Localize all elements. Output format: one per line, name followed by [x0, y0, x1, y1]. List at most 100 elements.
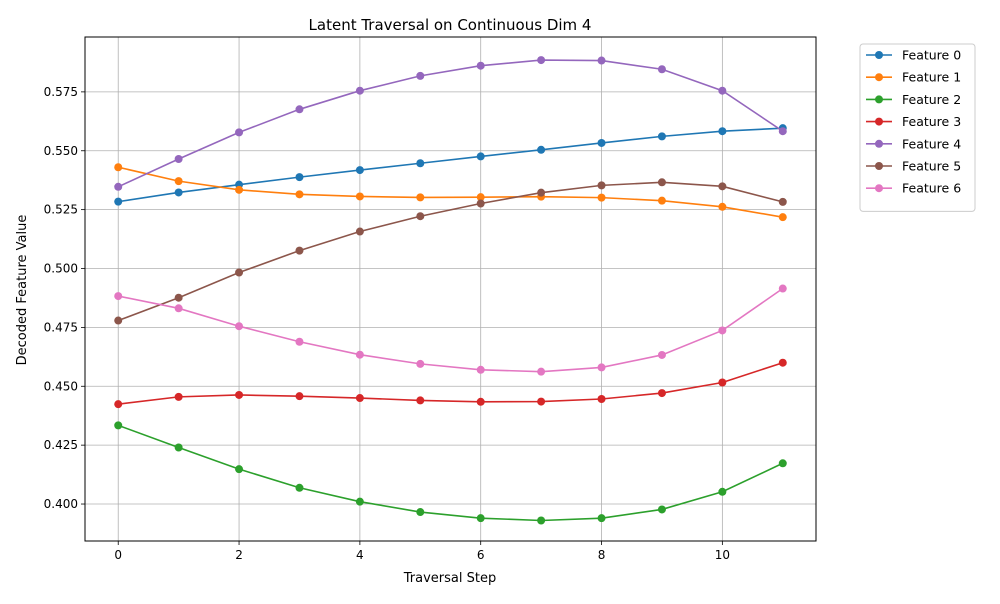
- data-point: [718, 378, 727, 387]
- legend-item: Feature 5: [866, 159, 961, 174]
- data-point: [597, 56, 606, 65]
- data-point: [174, 154, 183, 163]
- data-point: [114, 163, 123, 172]
- data-point: [416, 508, 425, 517]
- data-point: [416, 71, 425, 80]
- series-line: [117, 424, 784, 522]
- data-point: [657, 505, 666, 514]
- data-point: [537, 145, 546, 154]
- data-point: [537, 188, 546, 197]
- data-point: [597, 514, 606, 523]
- x-tick-label: 4: [356, 548, 364, 562]
- legend-label: Feature 4: [902, 136, 961, 151]
- data-point: [295, 483, 304, 492]
- data-point: [778, 358, 787, 367]
- x-tick-label: 8: [598, 548, 606, 562]
- x-tick-label: 2: [235, 548, 243, 562]
- x-tick-label: 6: [477, 548, 485, 562]
- data-point: [235, 268, 244, 277]
- data-point: [355, 227, 364, 236]
- legend-item: Feature 6: [866, 181, 961, 196]
- y-tick-label: 0.550: [44, 144, 78, 158]
- y-tick-label: 0.575: [44, 85, 78, 99]
- data-point: [174, 443, 183, 452]
- x-axis-ticks: 0 2 4 6 8 10: [114, 541, 730, 562]
- data-point: [416, 396, 425, 405]
- y-tick-label: 0.400: [44, 497, 78, 511]
- data-point: [476, 152, 485, 161]
- data-point: [174, 392, 183, 401]
- data-point: [114, 400, 123, 409]
- data-point: [174, 177, 183, 186]
- data-point: [355, 86, 364, 95]
- data-point: [657, 65, 666, 74]
- data-point: [718, 86, 727, 95]
- series-lines: [114, 56, 787, 525]
- data-point: [235, 465, 244, 474]
- data-point: [416, 212, 425, 221]
- data-point: [114, 292, 123, 301]
- series-0: [114, 124, 787, 206]
- y-tick-label: 0.425: [44, 438, 78, 452]
- data-point: [295, 105, 304, 114]
- data-point: [597, 181, 606, 190]
- data-point: [476, 397, 485, 406]
- data-point: [235, 185, 244, 194]
- series-6: [114, 284, 787, 376]
- data-point: [657, 350, 666, 359]
- series-line: [117, 181, 783, 322]
- legend-marker: [875, 139, 883, 148]
- data-point: [476, 199, 485, 208]
- data-point: [114, 421, 123, 430]
- data-point: [597, 394, 606, 403]
- y-tick-label: 0.500: [44, 262, 78, 276]
- data-point: [718, 487, 727, 496]
- data-point: [235, 128, 244, 137]
- legend-label: Feature 0: [902, 48, 961, 63]
- legend-label: Feature 3: [902, 114, 961, 129]
- data-point: [416, 193, 425, 202]
- data-point: [476, 193, 485, 202]
- data-point: [416, 159, 425, 168]
- x-axis-label: Traversal Step: [403, 571, 496, 586]
- y-tick-label: 0.450: [44, 379, 78, 393]
- data-point: [537, 516, 546, 525]
- legend-box: [859, 43, 976, 212]
- data-point: [355, 350, 364, 359]
- legend: Feature 0 Feature 1 Feature 2 Feature 3 Feat…: [859, 43, 976, 212]
- legend-label: Feature 5: [902, 159, 961, 174]
- data-point: [355, 497, 364, 506]
- series-line: [117, 59, 784, 188]
- data-point: [537, 397, 546, 406]
- data-point: [597, 363, 606, 372]
- legend-item: Feature 2: [866, 92, 961, 107]
- x-tick-label: 10: [715, 548, 730, 562]
- data-point: [114, 197, 123, 206]
- data-point: [476, 514, 485, 523]
- data-point: [355, 192, 364, 201]
- legend-item: Feature 3: [866, 114, 961, 129]
- legend-marker: [875, 162, 883, 170]
- data-point: [778, 213, 787, 222]
- data-point: [235, 390, 244, 399]
- series-line: [118, 166, 783, 218]
- legend-marker: [875, 51, 883, 59]
- data-point: [718, 127, 727, 136]
- series-2: [114, 421, 787, 525]
- plot-area-frame: [84, 36, 817, 542]
- series-1: [114, 163, 787, 222]
- data-point: [295, 190, 304, 199]
- data-point: [657, 196, 666, 205]
- data-point: [416, 359, 425, 368]
- data-point: [657, 132, 666, 141]
- data-point: [718, 202, 727, 211]
- series-line: [118, 287, 784, 373]
- legend-label: Feature 2: [902, 92, 961, 107]
- data-point: [657, 178, 666, 187]
- data-point: [778, 459, 787, 468]
- data-point: [174, 293, 183, 302]
- y-axis-label: Decoded Feature Value: [15, 215, 30, 366]
- legend-marker: [875, 73, 883, 82]
- legend-item: Feature 0: [866, 48, 961, 63]
